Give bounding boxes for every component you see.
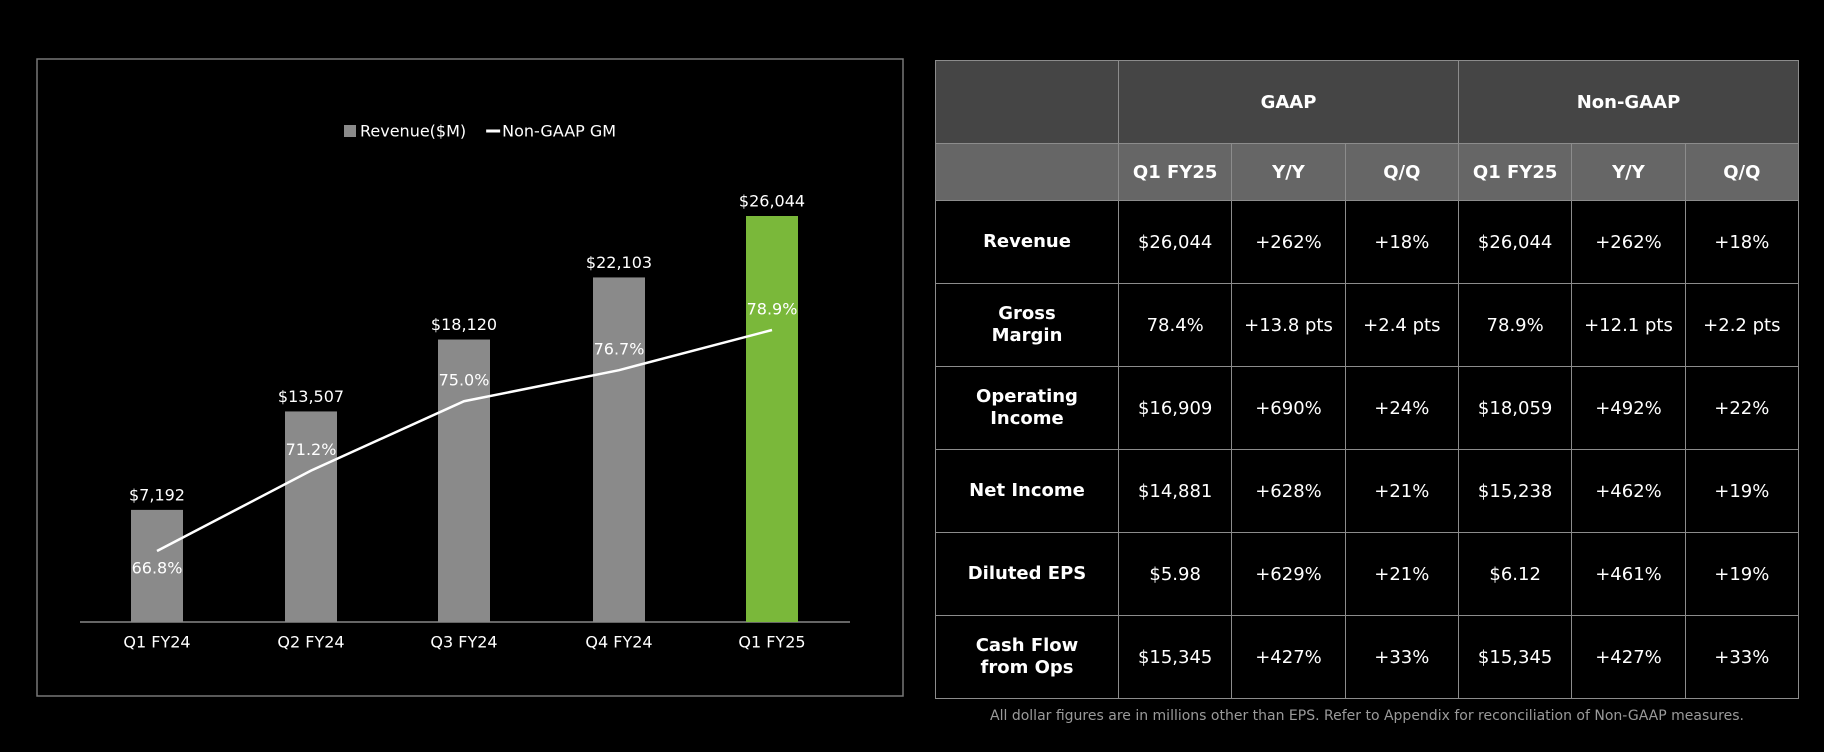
cell: +462%: [1571, 449, 1686, 533]
x-tick-label: Q1 FY24: [123, 633, 190, 652]
cell: 78.9%: [1457, 283, 1573, 367]
column-header-row: Q1 FY25 Y/Y Q/Q Q1 FY25 Y/Y Q/Q: [935, 143, 1800, 201]
x-tick-label: Q1 FY25: [738, 633, 805, 652]
legend-swatch: [344, 125, 356, 137]
column-header: Y/Y: [1231, 143, 1346, 201]
cell: +19%: [1684, 532, 1800, 616]
column-header: Q1 FY25: [1117, 143, 1233, 201]
table-row: Net Income $14,881 +628% +21% $15,238 +462% +1…: [935, 449, 1800, 533]
bar-value-label: $18,120: [431, 315, 497, 334]
legend-label: Revenue($M): [360, 122, 466, 141]
line-value-label: 75.0%: [439, 371, 490, 390]
group-header: GAAP: [1118, 60, 1459, 144]
group-header-row: GAAP Non-GAAP: [935, 60, 1800, 144]
column-header: Y/Y: [1571, 143, 1686, 201]
cell: +21%: [1344, 532, 1459, 616]
corner: [935, 143, 1119, 201]
cell: +629%: [1231, 532, 1346, 616]
cell: +13.8 pts: [1231, 283, 1346, 367]
bar: [285, 411, 337, 622]
table-row: Operating Income $16,909 +690% +24% $18,059 +…: [935, 366, 1800, 450]
column-header: Q1 FY25: [1457, 143, 1573, 201]
bar: [131, 509, 183, 622]
cell: +33%: [1684, 615, 1800, 699]
table-row: Gross Margin 78.4% +13.8 pts +2.4 pts 78.9% +…: [935, 283, 1800, 367]
cell: +690%: [1231, 366, 1346, 450]
cell: +262%: [1571, 200, 1686, 284]
cell: $16,909: [1117, 366, 1233, 450]
cell: $15,345: [1457, 615, 1573, 699]
line-value-label: 76.7%: [594, 340, 645, 359]
cell: +461%: [1571, 532, 1686, 616]
table-row: Cash Flow from Ops $15,345 +427% +33% $15,34…: [935, 615, 1800, 699]
cell: +33%: [1344, 615, 1459, 699]
row-label: Cash Flow from Ops: [935, 615, 1119, 699]
row-label: Net Income: [935, 449, 1119, 533]
cell: +492%: [1571, 366, 1686, 450]
cell: $26,044: [1457, 200, 1573, 284]
bar-value-label: $13,507: [278, 387, 344, 406]
row-label: Revenue: [935, 200, 1119, 284]
gm-line: [156, 328, 773, 553]
corner: [935, 60, 1119, 144]
cell: +2.4 pts: [1344, 283, 1459, 367]
cell: $15,345: [1117, 615, 1233, 699]
cell: $6.12: [1457, 532, 1573, 616]
column-header: Q/Q: [1344, 143, 1459, 201]
cell: +2.2 pts: [1684, 283, 1800, 367]
row-label: Operating Income: [935, 366, 1119, 450]
cell: $14,881: [1117, 449, 1233, 533]
cell: +18%: [1684, 200, 1800, 284]
cell: +19%: [1684, 449, 1800, 533]
footnote: All dollar figures are in millions other…: [990, 708, 1744, 724]
column-header: Q/Q: [1684, 143, 1800, 201]
row-label: Diluted EPS: [935, 532, 1119, 616]
bar: [593, 277, 645, 622]
group-header: Non-GAAP: [1457, 60, 1800, 144]
line-value-label: 66.8%: [132, 559, 183, 578]
table-row: Diluted EPS $5.98 +629% +21% $6.12 +461% +19%: [935, 532, 1800, 616]
cell: $18,059: [1457, 366, 1573, 450]
line-value-label: 78.9%: [747, 300, 798, 319]
x-tick-label: Q3 FY24: [430, 633, 497, 652]
line-value-label: 71.2%: [286, 440, 337, 459]
cell: +22%: [1684, 366, 1800, 450]
cell: +427%: [1571, 615, 1686, 699]
row-label: Gross Margin: [935, 283, 1119, 367]
table-row: Revenue $26,044 +262% +18% $26,044 +262% +18%: [935, 200, 1800, 284]
cell: +18%: [1344, 200, 1459, 284]
cell: $5.98: [1117, 532, 1233, 616]
cell: +12.1 pts: [1571, 283, 1686, 367]
results-table: GAAP Non-GAAP Q1 FY25 Y/Y Q/Q Q1 FY25 Y/Y Q/Q …: [935, 60, 1800, 699]
bar-value-label: $7,192: [129, 485, 185, 504]
bar: [438, 339, 490, 622]
cell: 78.4%: [1117, 283, 1233, 367]
x-tick-label: Q2 FY24: [277, 633, 344, 652]
bar-value-label: $26,044: [739, 192, 805, 211]
cell: +262%: [1231, 200, 1346, 284]
cell: +24%: [1344, 366, 1459, 450]
cell: +427%: [1231, 615, 1346, 699]
bar: [746, 216, 798, 622]
legend-label: Non-GAAP GM: [502, 122, 616, 141]
cell: $26,044: [1117, 200, 1233, 284]
cell: +628%: [1231, 449, 1346, 533]
bar-value-label: $22,103: [586, 253, 652, 272]
x-tick-label: Q4 FY24: [585, 633, 652, 652]
cell: $15,238: [1457, 449, 1573, 533]
cell: +21%: [1344, 449, 1459, 533]
